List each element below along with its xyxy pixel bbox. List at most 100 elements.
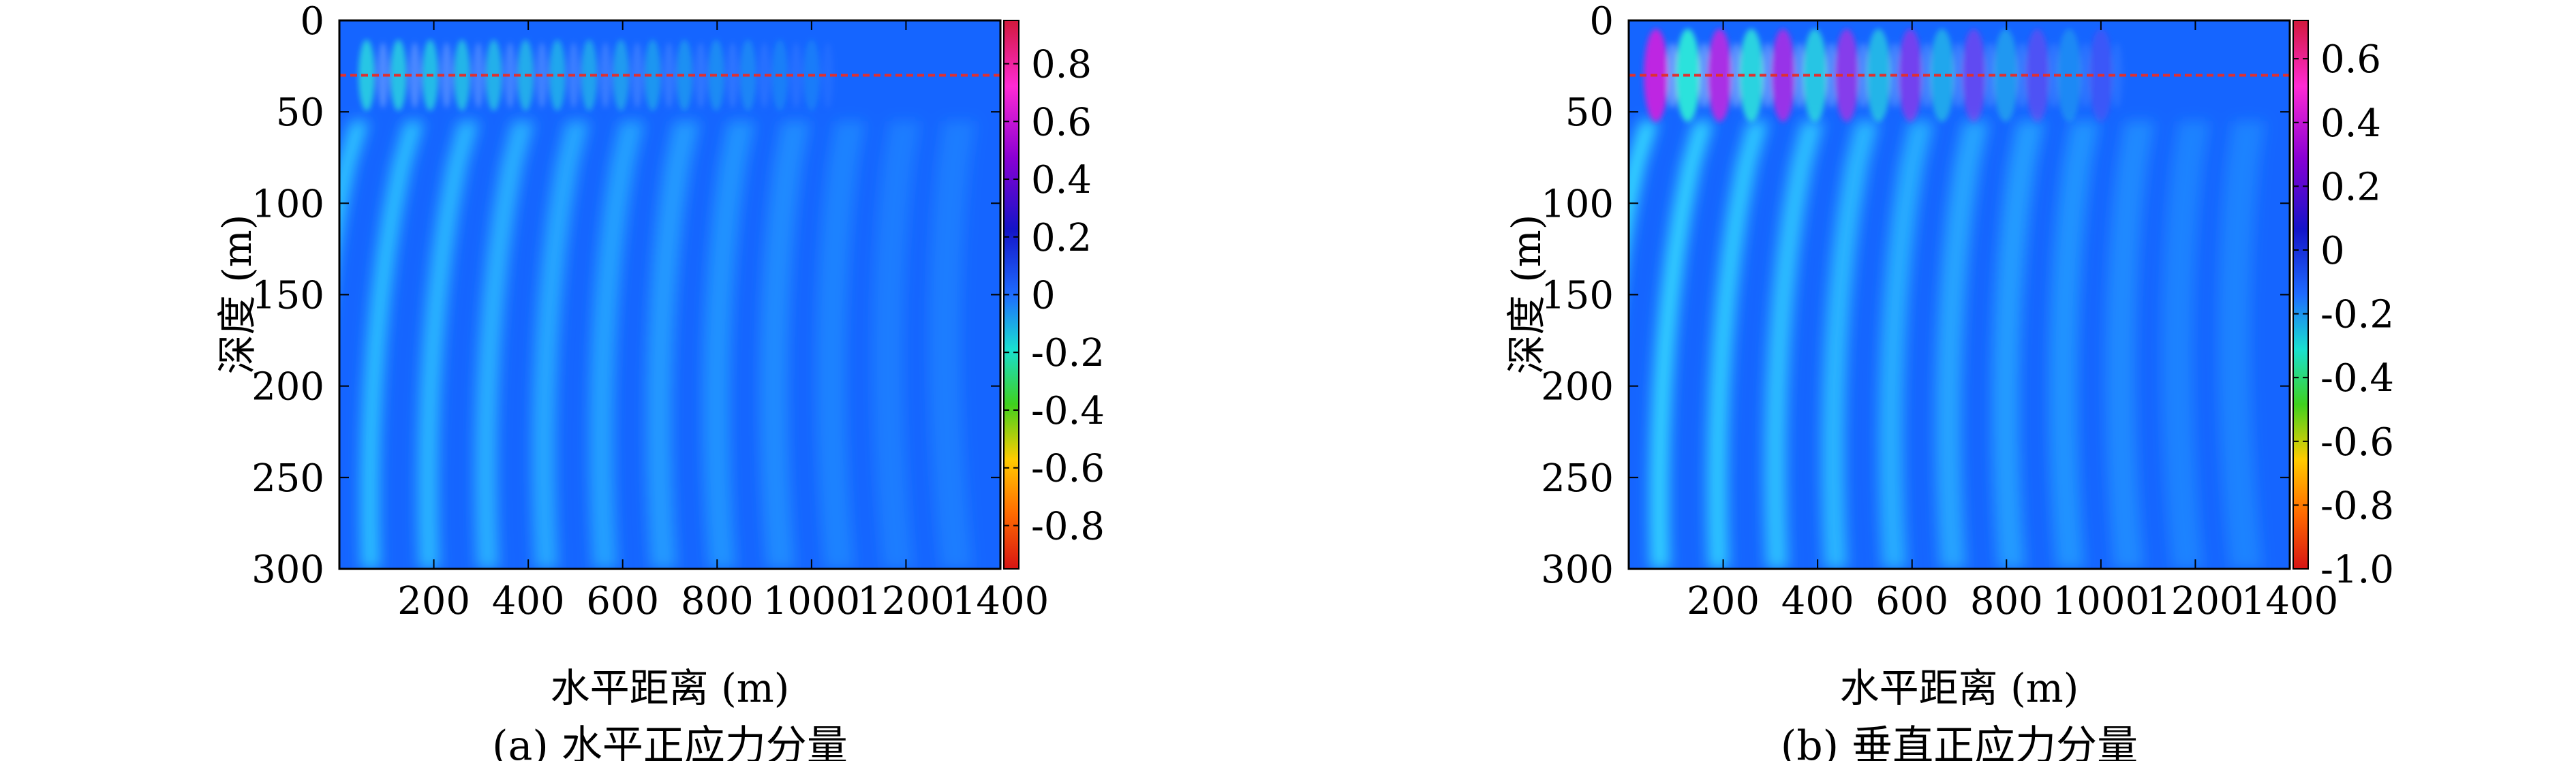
surface-wave-highlight: [822, 42, 833, 108]
surface-wave-highlight: [1730, 42, 1742, 108]
wave-stripe: [589, 121, 645, 569]
colorbar-a: 0.8 0.6 0.4 0.2 0 -0.2 -0.4 -0.6 -0.8: [1003, 20, 1105, 570]
y-ticks-a: 0 50 100 150 200 250 300: [251, 0, 1000, 592]
wave-stripe: [1821, 121, 1879, 569]
y-tick-label: 100: [1541, 182, 1614, 226]
y-tick-label: 50: [1565, 91, 1614, 135]
wave-stripe: [2105, 121, 2155, 569]
colorbar-tick-label: -0.4: [2320, 356, 2394, 401]
colorbar-tick-label: -0.6: [1031, 447, 1105, 491]
colorbar-tick-label: -1.0: [2320, 548, 2394, 592]
x-tick-label: 600: [586, 579, 659, 623]
y-tick-label: 200: [1541, 365, 1614, 409]
surface-wave: [1961, 29, 1987, 122]
colorbar-tick-label: 0.2: [2320, 165, 2381, 209]
x-axis-label-b: 水平距离 (m): [1840, 665, 2079, 711]
caption-a: (a) 水平正应力分量: [492, 722, 848, 761]
surface-wave-highlight: [1762, 42, 1773, 108]
wave-stripe: [532, 121, 589, 569]
y-tick-label: 300: [251, 548, 324, 592]
colorbar-tick-label: 0.6: [2320, 37, 2381, 82]
wave-stripe: [645, 121, 700, 569]
wave-stripe: [872, 121, 921, 569]
y-tick-label: 150: [1541, 274, 1614, 318]
y-tick-label: 0: [300, 0, 324, 44]
wave-stripe: [1878, 121, 1934, 569]
colorbar-tick-label: 0.8: [1031, 43, 1092, 87]
surface-wave-highlight: [758, 42, 770, 108]
surface-wave-highlight: [1794, 42, 1805, 108]
x-tick-label: 1200: [857, 579, 955, 623]
colorbar-tick-label: -0.8: [1031, 504, 1105, 548]
colorbar-tick-label: 0.6: [1031, 100, 1092, 144]
x-axis-label-a: 水平距离 (m): [551, 665, 790, 711]
colorbar-tick-label: 0.4: [1031, 158, 1092, 202]
y-tick-label: 50: [276, 91, 324, 135]
wave-stripe: [339, 121, 369, 251]
x-tick-label: 800: [1970, 579, 2043, 623]
wave-stripes-a: [339, 121, 976, 569]
colorbar-tick-label: -0.2: [2320, 293, 2394, 337]
x-tick-label: 400: [1781, 579, 1854, 623]
surface-wave: [1929, 29, 1954, 122]
x-tick-label: 800: [681, 579, 754, 623]
wave-stripe: [1992, 121, 2044, 569]
x-tick-label: 200: [1687, 579, 1760, 623]
surface-wave-highlight: [1698, 42, 1710, 108]
y-tick-label: 0: [1589, 0, 1614, 44]
y-tick-label: 300: [1541, 548, 1614, 592]
surface-wave: [549, 40, 566, 111]
colorbar-tick-label: -0.8: [2320, 484, 2394, 528]
surface-wave: [581, 40, 598, 111]
wave-stripe: [2218, 121, 2265, 569]
surface-wave: [1866, 29, 1891, 122]
x-tick-label: 1000: [763, 579, 861, 623]
wave-stripe: [1706, 121, 1768, 569]
wave-stripe: [1649, 121, 1713, 569]
y-tick-label: 250: [251, 456, 324, 501]
y-axis-label-b: 深度 (m): [1503, 215, 1550, 375]
x-tick-label: 1000: [2053, 579, 2150, 623]
heatmap-a: [339, 20, 1000, 569]
x-tick-label: 1400: [952, 579, 1049, 623]
surface-wave-highlight: [504, 42, 516, 108]
colorbar-b: 0.6 0.4 0.2 0 -0.2 -0.4 -0.6 -0.8 -1.0: [2293, 20, 2394, 592]
x-tick-label: 200: [397, 579, 470, 623]
surface-wave: [1898, 29, 1923, 122]
y-tick-label: 150: [251, 274, 324, 318]
wave-stripe: [417, 121, 479, 569]
colorbar-tick-label: 0: [2320, 229, 2345, 273]
wave-stripe: [703, 121, 755, 569]
colorbar-tick-label: -0.6: [2320, 420, 2394, 465]
colorbar-tick-label: -0.4: [1031, 389, 1105, 433]
surface-wave-highlight: [2111, 42, 2123, 108]
y-tick-label: 200: [251, 365, 324, 409]
wave-stripe: [816, 121, 865, 569]
surface-wave: [644, 40, 661, 111]
wave-stripe: [1629, 121, 1658, 251]
heatmap-b: [1629, 20, 2290, 569]
wave-stripe: [1764, 121, 1824, 569]
x-tick-label: 600: [1875, 579, 1948, 623]
y-tick-label: 100: [251, 182, 324, 226]
surface-wave: [676, 40, 693, 111]
wave-stripe: [1935, 121, 1989, 569]
wave-stripes-b: [1629, 121, 2265, 569]
y-ticks-b: 0 50 100 150 200 250 300: [1541, 0, 2290, 592]
y-tick-label: 250: [1541, 456, 1614, 501]
surface-wave: [613, 40, 630, 111]
surface-wave-highlight: [472, 42, 484, 108]
wave-stripe: [759, 121, 810, 569]
caption-b: (b) 垂直正应力分量: [1781, 722, 2138, 761]
wave-stripe: [474, 121, 534, 569]
colorbar-tick-label: 0: [1031, 274, 1056, 318]
colorbar-gradient: [2293, 20, 2309, 570]
colorbar-tick-label: -0.2: [1031, 331, 1105, 375]
surface-wave-highlight: [2048, 42, 2059, 108]
x-tick-label: 1400: [2241, 579, 2339, 623]
